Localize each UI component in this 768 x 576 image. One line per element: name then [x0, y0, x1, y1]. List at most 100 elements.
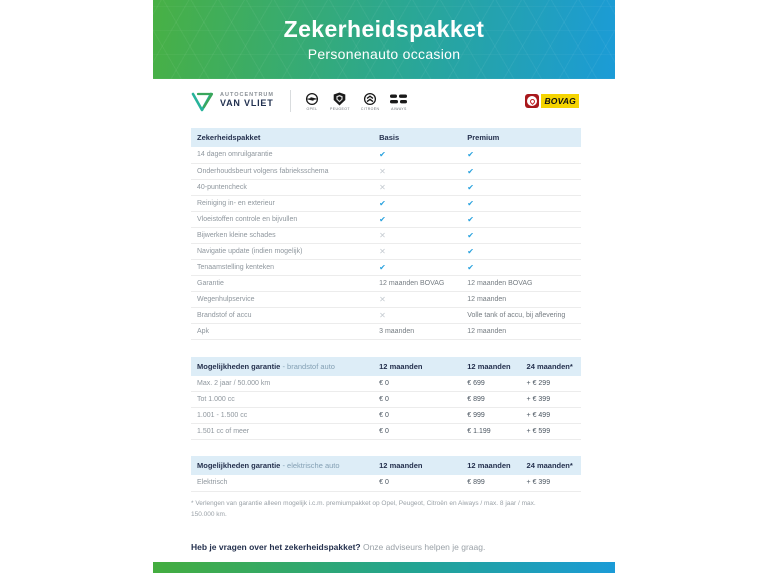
cross-icon: ✕: [379, 294, 386, 304]
cell-value: 12 maanden BOVAG: [373, 275, 462, 292]
brand-aiways: AIWAYS: [390, 92, 408, 111]
brand-opel-caption: OPEL: [306, 106, 318, 111]
cell-value: € 0: [373, 375, 462, 392]
van-vliet-v7-icon: [191, 92, 214, 111]
table-row: 14 dagen omruilgarantie ✔ ✔: [191, 147, 581, 164]
table-row: Elektrisch € 0 € 899 + € 399: [191, 475, 581, 492]
cell-cross: ✕: [373, 163, 462, 180]
cross-icon: ✕: [379, 310, 386, 320]
header-banner: Zekerheidspakket Personenauto occasion: [153, 0, 615, 79]
col-premium: Premium: [461, 128, 581, 147]
cell-check: ✔: [461, 211, 581, 228]
cell-check: ✔: [373, 211, 462, 228]
bovag-wordmark: BOVAG: [541, 94, 579, 108]
cell-value: 12 maanden: [461, 291, 581, 308]
electric-col-24m: 24 maanden*: [520, 456, 581, 475]
table-row: Tot 1.000 cc € 0 € 899 + € 399: [191, 391, 581, 408]
dealer-name-top: AUTOCENTRUM: [220, 92, 274, 99]
fuel-col-12m-premium: 12 maanden: [461, 356, 521, 376]
table-row: Vloeistoffen controle en bijvullen ✔ ✔: [191, 211, 581, 228]
brand-peugeot: PEUGEOT: [330, 92, 350, 111]
cell-value: € 0: [373, 475, 462, 492]
brand-aiways-caption: AIWAYS: [391, 106, 407, 111]
cell-cross: ✕: [373, 227, 462, 244]
cell-value: € 899: [461, 475, 521, 492]
row-label: 1.001 - 1.500 cc: [191, 407, 374, 424]
check-icon: ✔: [467, 166, 474, 176]
cell-check: ✔: [461, 147, 581, 164]
bovag-badge-icon: [525, 94, 540, 108]
check-icon: ✔: [467, 262, 474, 272]
row-label: Apk: [191, 323, 374, 340]
cross-icon: ✕: [379, 230, 386, 240]
row-label: Tot 1.000 cc: [191, 391, 374, 408]
cell-value: 3 maanden: [373, 323, 462, 340]
col-zekerheidspakket: Zekerheidspakket: [191, 128, 374, 147]
check-icon: ✔: [467, 214, 474, 224]
electric-col-12m-basis: 12 maanden: [373, 456, 462, 475]
table-row: Brandstof of accu ✕ Volle tank of accu, bi…: [191, 307, 581, 324]
dealer-name: AUTOCENTRUM VAN VLIET: [220, 93, 274, 108]
fuel-col-12m-basis: 12 maanden: [373, 356, 462, 376]
table-row: 40-puntencheck ✕ ✔: [191, 179, 581, 196]
cell-cross: ✕: [373, 179, 462, 196]
table-row: Navigatie update (indien mogelijk) ✕ ✔: [191, 243, 581, 260]
table-row: 1.001 - 1.500 cc € 0 € 999 + € 499: [191, 407, 581, 424]
row-label: Wegenhulpservice: [191, 291, 374, 308]
cell-value: 12 maanden BOVAG: [461, 275, 581, 292]
contact-question: Heb je vragen over het zekerheidspakket?…: [153, 520, 615, 552]
row-label: Garantie: [191, 275, 374, 292]
table-row: 1.501 cc of meer € 0 € 1.199 + € 599: [191, 423, 581, 440]
cross-icon: ✕: [379, 246, 386, 256]
logo-row: AUTOCENTRUM VAN VLIET OPEL: [153, 79, 615, 123]
row-label: 1.501 cc of meer: [191, 423, 374, 440]
electric-table-header: Mogelijkheden garantie - elektrische aut…: [191, 456, 581, 475]
cell-value: € 1.199: [461, 423, 521, 440]
check-icon: ✔: [467, 230, 474, 240]
cell-value: + € 299: [520, 375, 581, 392]
table-row: Apk 3 maanden 12 maanden: [191, 323, 581, 340]
cell-check: ✔: [461, 179, 581, 196]
package-table-header: Zekerheidspakket Basis Premium: [191, 128, 581, 147]
table-row: Max. 2 jaar / 50.000 km € 0 € 699 + € 299: [191, 375, 581, 392]
cell-cross: ✕: [373, 307, 462, 324]
cell-value: + € 599: [520, 423, 581, 440]
cell-check: ✔: [373, 195, 462, 212]
cell-value: 12 maanden: [461, 323, 581, 340]
table-row: Garantie 12 maanden BOVAG 12 maanden BOVAG: [191, 275, 581, 292]
row-label: 40-puntencheck: [191, 179, 374, 196]
dealer-name-bottom: VAN VLIET: [220, 98, 274, 109]
row-label: Onderhoudsbeurt volgens fabrieksschema: [191, 163, 374, 180]
package-table: Zekerheidspakket Basis Premium 14 dagen …: [191, 128, 581, 340]
question-bold: Heb je vragen over het zekerheidspakket?: [191, 541, 361, 552]
bovag-logo: BOVAG: [525, 94, 579, 108]
opel-logo-icon: [305, 92, 319, 105]
table-row: Wegenhulpservice ✕ 12 maanden: [191, 291, 581, 308]
cell-check: ✔: [373, 259, 462, 276]
electric-table-title: Mogelijkheden garantie - elektrische aut…: [191, 456, 374, 475]
cell-check: ✔: [461, 243, 581, 260]
cell-value: + € 499: [520, 407, 581, 424]
brand-citroen: CITROËN: [361, 92, 380, 111]
brand-peugeot-caption: PEUGEOT: [329, 106, 350, 111]
check-icon: ✔: [467, 150, 474, 160]
check-icon: ✔: [379, 262, 386, 272]
fuel-col-24m: 24 maanden*: [520, 356, 581, 376]
row-label: Vloeistoffen controle en bijvullen: [191, 211, 374, 228]
cell-value: + € 399: [520, 475, 581, 492]
row-label: Bijwerken kleine schades: [191, 227, 374, 244]
row-label: Reiniging in- en exterieur: [191, 195, 374, 212]
cell-value: + € 399: [520, 391, 581, 408]
check-icon: ✔: [379, 214, 386, 224]
cell-value: € 699: [461, 375, 521, 392]
table-row: Bijwerken kleine schades ✕ ✔: [191, 227, 581, 244]
row-label: Navigatie update (indien mogelijk): [191, 243, 374, 260]
cross-icon: ✕: [379, 182, 386, 192]
electric-col-12m-premium: 12 maanden: [461, 456, 521, 475]
row-label: Max. 2 jaar / 50.000 km: [191, 375, 374, 392]
row-label: Brandstof of accu: [191, 307, 374, 324]
table-row: Onderhoudsbeurt volgens fabrieksschema ✕ ✔: [191, 163, 581, 180]
page-subtitle: Personenauto occasion: [307, 45, 461, 62]
cell-value: € 0: [373, 423, 462, 440]
